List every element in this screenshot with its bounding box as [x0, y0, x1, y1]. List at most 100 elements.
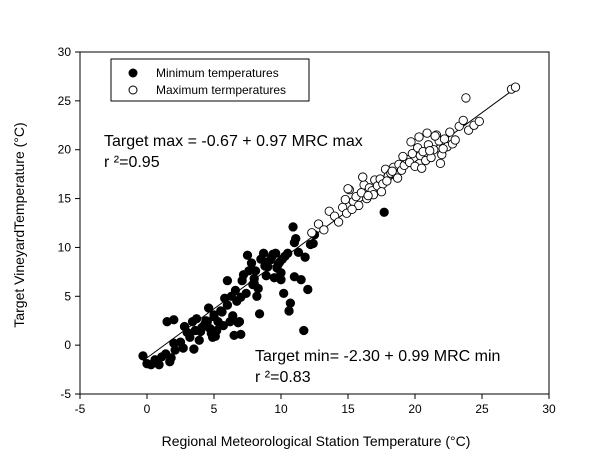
min-temp-point: [254, 309, 265, 319]
min-temp-point: [210, 331, 220, 341]
min-temp-point: [300, 252, 310, 262]
min-temp-point: [179, 321, 190, 332]
y-tick-label: 20: [58, 143, 72, 157]
max-temp-point: [414, 132, 424, 142]
max-temp-point: [363, 190, 373, 201]
min-temp-point: [288, 222, 298, 232]
min-temp-point: [242, 250, 253, 260]
max-temp-point: [474, 116, 484, 127]
min-temp-point: [293, 247, 304, 257]
max-temp-point: [382, 176, 392, 186]
min-temp-point: [201, 316, 211, 326]
min-temp-point: [138, 351, 148, 361]
max-temp-point: [417, 163, 427, 173]
legend-marker-max: [128, 85, 138, 95]
min-temp-point: [303, 284, 313, 295]
legend-label-min: Minimum temperatures: [156, 66, 279, 80]
max-temp-point: [319, 225, 329, 235]
min-temp-point: [222, 300, 233, 310]
max-temp-point: [392, 173, 403, 183]
min-temp-point: [284, 306, 294, 316]
x-tick-label: 15: [341, 402, 355, 416]
x-tick-label: 0: [144, 402, 151, 416]
max-temp-point: [422, 128, 432, 138]
legend-label-max: Maximum termperatures: [156, 83, 286, 97]
annotation-min-equation: Target min= -2.30 + 0.99 MRC min: [255, 348, 500, 365]
max-temp-point: [313, 219, 324, 229]
min-temp-point: [249, 278, 259, 289]
data-points: [138, 82, 521, 370]
min-temp-point: [258, 248, 269, 258]
min-temp-point: [194, 335, 204, 345]
max-temp-point: [333, 217, 344, 227]
max-temp-point: [510, 82, 521, 92]
min-temp-point: [178, 343, 188, 353]
min-temp-point: [191, 314, 202, 324]
min-temp-point: [170, 345, 180, 355]
annotation-max-r2: r ²=0.95: [104, 154, 160, 171]
min-temp-point: [236, 292, 246, 302]
y-tick-label: -5: [60, 387, 71, 401]
axis-ticks: -5 0 5 10 15 20 25 30 -5 0 5 10 15 20 25 30: [58, 45, 556, 416]
min-temp-point: [205, 323, 215, 334]
min-temp-point: [233, 318, 243, 328]
min-temp-point: [308, 238, 318, 249]
min-temp-point: [209, 310, 219, 320]
y-tick-label: 10: [58, 240, 72, 254]
min-temp-point: [272, 263, 282, 273]
y-tick-label: 0: [64, 338, 71, 352]
min-temp-point: [299, 325, 309, 336]
x-axis-title: Regional Meteorological Station Temperat…: [162, 433, 471, 449]
plot-frame: [79, 51, 550, 395]
x-tick-label: 5: [211, 402, 218, 416]
min-temp-point: [379, 207, 389, 217]
min-temp-point: [195, 326, 206, 337]
min-temp-point: [203, 303, 214, 313]
min-temp-point: [279, 288, 289, 299]
max-temp-point: [435, 158, 446, 169]
min-temp-point: [222, 276, 233, 286]
y-tick-label: 25: [58, 94, 72, 108]
max-temp-point: [438, 144, 448, 154]
max-temp-point: [347, 204, 357, 214]
max-temp-point: [425, 146, 435, 156]
min-temp-point: [162, 317, 172, 327]
min-temp-point: [142, 359, 152, 369]
min-temp-point: [252, 291, 262, 301]
annotation-max-equation: Target max = -0.67 + 0.97 MRC max: [104, 133, 363, 150]
min-temp-point: [285, 298, 296, 308]
x-tick-label: -5: [75, 402, 86, 416]
y-tick-label: 5: [64, 289, 71, 303]
min-temp-point: [217, 307, 227, 317]
max-temp-point: [406, 137, 416, 147]
min-temp-point: [154, 360, 164, 370]
max-temp-point: [376, 187, 387, 197]
min-temp-point: [250, 266, 261, 276]
min-temp-point: [189, 344, 199, 354]
min-temp-point: [166, 353, 176, 363]
legend: Minimum temperatures Maximum termperatur…: [110, 58, 310, 102]
max-temp-point: [343, 184, 353, 194]
min-temp-point: [268, 249, 278, 259]
y-tick-label: 15: [58, 192, 72, 206]
max-temp-point: [461, 93, 471, 103]
x-tick-label: 30: [542, 402, 556, 416]
min-temp-point: [262, 262, 273, 272]
y-tick-label: 30: [58, 45, 72, 59]
max-temp-point: [340, 194, 350, 205]
min-temp-point: [230, 285, 241, 296]
min-temp-point: [283, 248, 293, 258]
x-tick-label: 10: [274, 402, 288, 416]
x-tick-label: 20: [408, 402, 422, 416]
min-temp-point: [236, 329, 246, 340]
min-temp-point: [289, 272, 300, 282]
max-temp-point: [307, 228, 317, 238]
x-tick-label: 25: [475, 402, 489, 416]
max-temp-point: [450, 135, 460, 145]
legend-marker-min: [128, 68, 138, 78]
max-temp-point: [458, 115, 468, 126]
min-temp-point: [228, 311, 238, 321]
min-temp-point: [261, 271, 271, 281]
max-temp-point: [398, 151, 408, 162]
